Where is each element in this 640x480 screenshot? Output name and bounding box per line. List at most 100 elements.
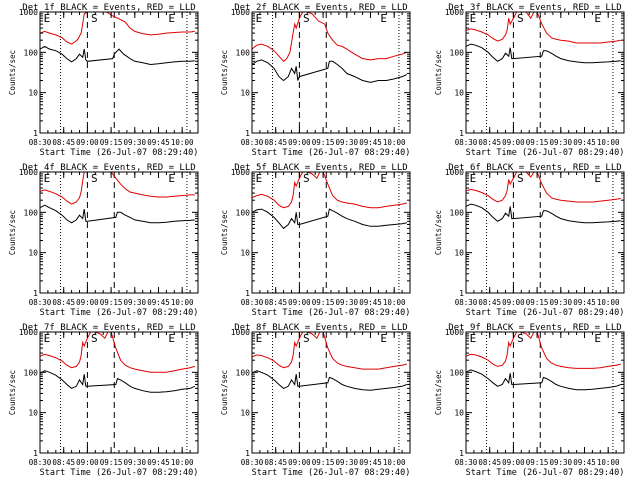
panel-title: Det 3f BLACK = Events, RED = LLD: [448, 3, 621, 13]
marker-e-label: E: [168, 172, 175, 185]
y-axis-label: Counts/sec: [434, 370, 443, 415]
y-axis-label: Counts/sec: [8, 50, 17, 95]
x-tick-label: 08:30: [29, 298, 52, 307]
lld-rate-line: [252, 172, 407, 209]
y-tick-label: 10: [240, 249, 250, 258]
y-tick-label: 1: [459, 129, 464, 138]
x-tick-label: 08:45: [52, 298, 75, 307]
marker-e-label: E: [470, 332, 477, 345]
y-axis-label: Counts/sec: [8, 210, 17, 255]
panel-title: Det 7f BLACK = Events, RED = LLD: [22, 323, 195, 333]
marker-s-label: S: [517, 332, 524, 345]
y-tick-label: 1000: [445, 168, 464, 177]
y-tick-label: 1: [459, 449, 464, 458]
marker-e-label: E: [44, 332, 51, 345]
plot-frame: [251, 171, 411, 294]
x-tick-label: 09:30: [336, 138, 359, 147]
lld-rate-line: [40, 332, 195, 373]
panel-title: Det 8f BLACK = Events, RED = LLD: [234, 323, 407, 333]
panel-title: Det 4f BLACK = Events, RED = LLD: [22, 163, 195, 173]
x-tick-label: 09:15: [312, 458, 335, 467]
y-tick-label: 1000: [231, 168, 250, 177]
panel-title: Det 1f BLACK = Events, RED = LLD: [22, 3, 195, 13]
y-tick-label: 10: [28, 249, 38, 258]
y-tick-label: 10: [454, 89, 464, 98]
y-tick-label: 10: [28, 89, 38, 98]
x-axis-label: Start Time (26-Jul-07 08:29:40): [40, 308, 199, 318]
x-tick-label: 09:00: [76, 138, 99, 147]
y-tick-label: 1000: [19, 328, 38, 337]
marker-e-label: E: [256, 332, 263, 345]
x-tick-label: 09:45: [147, 298, 170, 307]
x-tick-label: 10:00: [171, 458, 194, 467]
y-tick-label: 10: [454, 409, 464, 418]
x-tick-label: 09:00: [76, 458, 99, 467]
y-axis-label: Counts/sec: [220, 370, 229, 415]
plot-frame: [39, 331, 199, 454]
y-tick-label: 100: [450, 208, 465, 217]
y-tick-label: 1: [33, 289, 38, 298]
x-axis-label: Start Time (26-Jul-07 08:29:40): [40, 148, 199, 158]
events-rate-line: [40, 45, 195, 66]
x-tick-label: 10:00: [383, 458, 406, 467]
x-tick-label: 08:30: [29, 458, 52, 467]
x-tick-label: 09:00: [288, 138, 311, 147]
x-tick-label: 10:00: [171, 138, 194, 147]
events-rate-line: [40, 204, 195, 224]
y-tick-label: 1: [245, 449, 250, 458]
y-tick-label: 1000: [445, 8, 464, 17]
marker-e-label: E: [594, 172, 601, 185]
x-tick-label: 08:30: [455, 458, 478, 467]
plot-frame: [465, 331, 625, 454]
marker-e-label: E: [594, 332, 601, 345]
y-tick-label: 100: [450, 368, 465, 377]
x-tick-label: 09:15: [526, 458, 549, 467]
y-tick-label: 100: [24, 368, 39, 377]
marker-e-label: E: [380, 172, 387, 185]
y-tick-label: 1000: [445, 328, 464, 337]
y-tick-label: 100: [24, 208, 39, 217]
y-tick-label: 1: [33, 449, 38, 458]
x-tick-label: 09:15: [526, 298, 549, 307]
x-tick-label: 09:30: [336, 458, 359, 467]
y-tick-label: 1: [459, 289, 464, 298]
x-tick-label: 09:30: [550, 298, 573, 307]
x-axis-label: Start Time (26-Jul-07 08:29:40): [252, 308, 411, 318]
marker-s-label: S: [91, 332, 98, 345]
panel-title: Det 5f BLACK = Events, RED = LLD: [234, 163, 407, 173]
x-tick-label: 08:45: [52, 458, 75, 467]
x-tick-label: 08:45: [52, 138, 75, 147]
x-tick-label: 09:00: [76, 298, 99, 307]
y-tick-label: 1: [245, 289, 250, 298]
y-tick-label: 100: [450, 48, 465, 57]
marker-e-label: E: [380, 332, 387, 345]
y-tick-label: 100: [236, 48, 251, 57]
x-tick-label: 09:15: [100, 298, 123, 307]
x-tick-label: 10:00: [383, 298, 406, 307]
marker-e-label: E: [168, 12, 175, 25]
events-rate-line: [252, 59, 407, 83]
x-axis-label: Start Time (26-Jul-07 08:29:40): [252, 468, 411, 478]
events-rate-line: [466, 203, 621, 224]
marker-e-label: E: [256, 172, 263, 185]
x-tick-label: 09:45: [147, 458, 170, 467]
marker-e-label: E: [470, 172, 477, 185]
x-tick-label: 08:45: [264, 458, 287, 467]
lld-rate-line: [466, 12, 621, 44]
plot-frame: [251, 331, 411, 454]
y-axis-label: Counts/sec: [220, 50, 229, 95]
x-tick-label: 09:45: [359, 298, 382, 307]
marker-e-label: E: [168, 332, 175, 345]
marker-e-label: E: [470, 12, 477, 25]
marker-e-label: E: [256, 12, 263, 25]
marker-s-label: S: [517, 172, 524, 185]
marker-e-label: E: [594, 12, 601, 25]
x-axis-label: Start Time (26-Jul-07 08:29:40): [466, 468, 625, 478]
x-axis-label: Start Time (26-Jul-07 08:29:40): [252, 148, 411, 158]
